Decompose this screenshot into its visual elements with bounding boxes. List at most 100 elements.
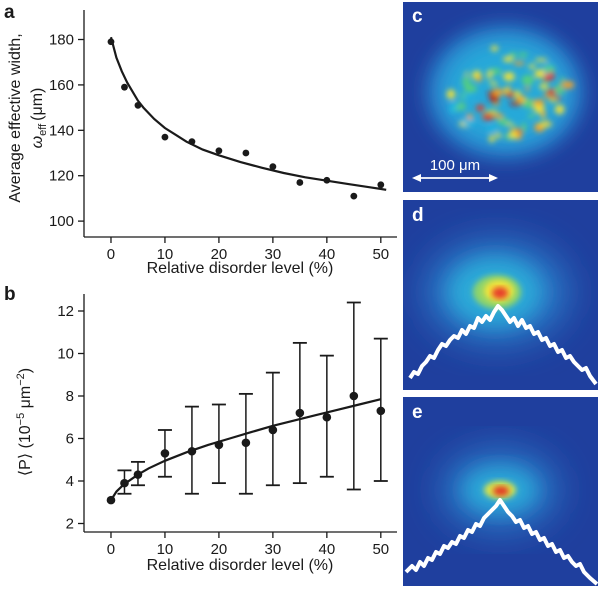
chart-a-x-tick-label: 10 bbox=[157, 246, 174, 263]
speckle-blob bbox=[487, 126, 498, 132]
chart-b-y-tick-label: 12 bbox=[57, 303, 74, 320]
chart-b-x-tick-label: 40 bbox=[319, 541, 336, 558]
speckle-blob bbox=[555, 84, 562, 94]
speckle-blob bbox=[464, 72, 470, 76]
speckle-blob bbox=[449, 102, 459, 108]
speckle-blob bbox=[561, 82, 568, 88]
panel-label-a: a bbox=[4, 2, 15, 23]
speckle-blob bbox=[541, 110, 546, 117]
chart-a-y-label-sub: eff bbox=[37, 123, 49, 136]
speckle-blob bbox=[463, 84, 477, 93]
chart-b-y-tick-label: 8 bbox=[66, 388, 74, 405]
chart-a-x-tick-label: 20 bbox=[211, 246, 228, 263]
chart-a-y-tick-label: 180 bbox=[49, 32, 74, 49]
speckle-blob bbox=[528, 64, 536, 69]
chart-a-point bbox=[323, 176, 331, 184]
speckle-blob bbox=[533, 103, 545, 113]
chart-a-point bbox=[296, 179, 304, 186]
chart-b-y-label-end: ) bbox=[17, 368, 34, 373]
chart-a-point bbox=[269, 163, 277, 171]
speckle-blob bbox=[504, 88, 510, 93]
image-panel-d: d bbox=[403, 200, 598, 390]
speckle-blob bbox=[538, 122, 552, 127]
speckle-blob bbox=[521, 75, 534, 86]
speckle-blob bbox=[534, 58, 548, 62]
speckle-blob bbox=[489, 81, 498, 86]
panel-e-red bbox=[493, 486, 509, 496]
speckle-blob bbox=[509, 52, 516, 59]
chart-b-y-tick-label: 6 bbox=[66, 431, 74, 448]
speckle-blob bbox=[554, 104, 565, 115]
chart-a-y-tick-label: 120 bbox=[49, 168, 74, 185]
chart-a-point bbox=[188, 138, 196, 146]
chart-a-y-tick-label: 100 bbox=[49, 213, 74, 230]
chart-b-point bbox=[120, 478, 129, 488]
image-panel-e: e bbox=[403, 397, 598, 586]
speckle-blob bbox=[489, 134, 495, 143]
speckle-blob bbox=[527, 114, 536, 118]
speckle-blob bbox=[493, 102, 500, 106]
chart-b-y-label-mid: μm bbox=[17, 386, 34, 413]
speckle-blob bbox=[446, 89, 456, 100]
speckle-blob bbox=[490, 45, 499, 52]
chart-a-point bbox=[121, 83, 128, 91]
speckle-blob bbox=[497, 118, 510, 125]
chart-b-point bbox=[133, 470, 143, 479]
chart-a-fit-curve bbox=[109, 36, 387, 191]
chart-b-y-label-exp2: −2 bbox=[15, 373, 27, 386]
speckle-blob bbox=[495, 132, 501, 139]
chart-a-x-tick-label: 0 bbox=[107, 246, 115, 263]
panel-d-red bbox=[492, 287, 508, 299]
chart-a-x-tick-label: 30 bbox=[265, 246, 282, 263]
image-panel-c: c 100 μm bbox=[403, 2, 598, 192]
panel-label-e: e bbox=[412, 402, 423, 423]
speckle-blob bbox=[463, 119, 475, 126]
chart-b-x-label: Relative disorder level (%) bbox=[147, 557, 334, 574]
speckle-blob bbox=[513, 61, 525, 66]
speckle-blob bbox=[493, 88, 500, 95]
speckle-blob bbox=[509, 130, 518, 140]
speckle-blob bbox=[514, 90, 521, 98]
chart-b-x-tick-label: 10 bbox=[157, 541, 174, 558]
chart-b-y-label-exp1: −5 bbox=[15, 413, 27, 426]
chart-b-point bbox=[268, 425, 278, 435]
speckle-blob bbox=[503, 72, 515, 82]
chart-b-y-tick-label: 10 bbox=[57, 346, 74, 363]
speckle-blob bbox=[534, 99, 545, 106]
chart-a-point bbox=[242, 149, 250, 157]
chart-a-x-label: Relative disorder level (%) bbox=[147, 260, 334, 277]
chart-b-point bbox=[241, 438, 251, 448]
chart-b-x-tick-label: 50 bbox=[372, 541, 389, 558]
speckle-blob bbox=[521, 122, 527, 133]
chart-a-point bbox=[350, 192, 358, 200]
panel-e-profile bbox=[404, 498, 598, 586]
chart-b-x-tick-label: 20 bbox=[211, 541, 228, 558]
speckle-blob bbox=[560, 77, 565, 82]
chart-b-y-tick-label: 2 bbox=[66, 516, 74, 533]
chart-b-point bbox=[295, 408, 305, 418]
speckle-blob bbox=[476, 104, 485, 112]
speckle-blob bbox=[463, 94, 474, 99]
chart-b-point bbox=[187, 446, 197, 456]
chart-a-point bbox=[107, 38, 115, 46]
speckle-blob bbox=[546, 89, 557, 96]
speckle-blob bbox=[534, 74, 541, 78]
speckle-blob bbox=[494, 113, 504, 119]
chart-panel-a: a 100 120 140 160 180 0 10 20 30 40 50 Relative d… bbox=[4, 2, 397, 277]
speckle-blob bbox=[487, 70, 492, 80]
speckle-blob bbox=[503, 56, 514, 62]
speckle-blob bbox=[523, 99, 535, 109]
chart-a-point bbox=[377, 181, 385, 189]
chart-b-y-tick-label: 4 bbox=[66, 473, 74, 490]
panel-label-d: d bbox=[412, 205, 424, 226]
panel-label-b: b bbox=[4, 284, 16, 305]
chart-b-x-tick-label: 30 bbox=[265, 541, 282, 558]
speckle-blob bbox=[525, 87, 530, 91]
chart-b-point bbox=[322, 412, 332, 422]
chart-a-x-tick-label: 50 bbox=[372, 246, 389, 263]
scale-bar-label: 100 μm bbox=[430, 157, 480, 174]
speckle-blob bbox=[542, 77, 552, 82]
chart-b-point bbox=[349, 391, 359, 401]
panel-label-c: c bbox=[412, 6, 423, 27]
